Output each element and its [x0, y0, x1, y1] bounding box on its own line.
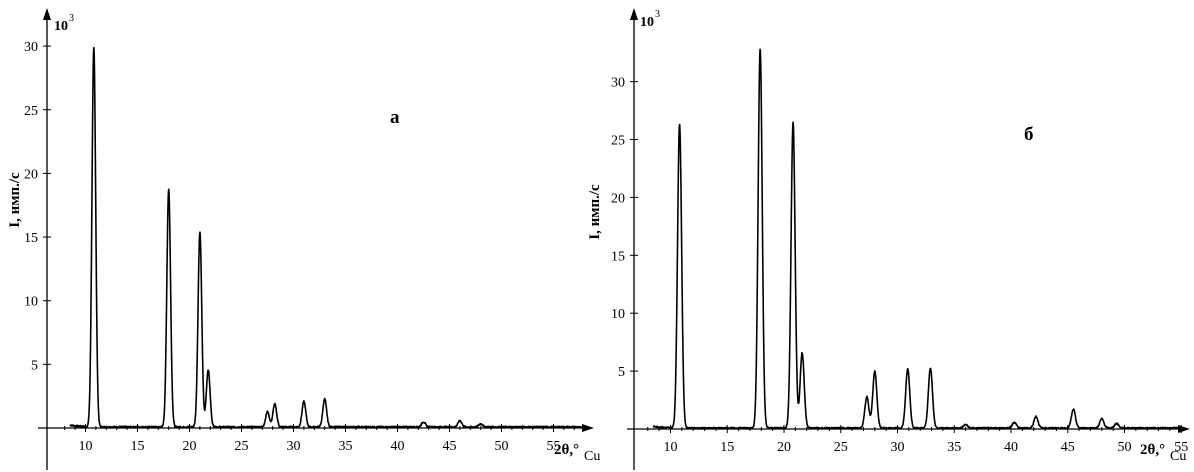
y-axis-arrow [630, 8, 638, 20]
x-tick-label: 35 [339, 439, 353, 454]
x-tick-label: 20 [777, 440, 791, 455]
y-multiplier: 10 [54, 19, 68, 34]
x-tick-label: 25 [834, 440, 848, 455]
y-multiplier-exponent: 3 [69, 13, 74, 24]
y-multiplier-exponent: 3 [655, 9, 660, 20]
y-axis-arrow [43, 8, 51, 20]
x-tick-label: 50 [1118, 440, 1132, 455]
y-tick-label: 20 [24, 167, 38, 182]
y-axis-title: I, имп./с [587, 184, 603, 240]
x-tick-label: 20 [183, 439, 197, 454]
y-tick-label: 10 [611, 307, 625, 322]
x-tick-label: 10 [79, 439, 93, 454]
y-tick-label: 10 [24, 295, 38, 310]
panel-label: б [1024, 124, 1034, 145]
x-tick-label: 40 [391, 439, 405, 454]
x-axis-title: 2θ,° [1140, 442, 1165, 458]
x-tick-label: 10 [664, 440, 678, 455]
y-tick-label: 20 [611, 191, 625, 206]
y-tick-label: 25 [24, 104, 38, 119]
x-tick-label: 30 [287, 439, 301, 454]
y-tick-label: 25 [611, 134, 625, 149]
x-tick-label: 45 [443, 439, 457, 454]
y-multiplier: 10 [640, 15, 654, 30]
x-tick-label: 55 [1174, 440, 1188, 455]
y-tick-label: 15 [24, 231, 38, 246]
panel-label: а [390, 107, 400, 128]
x-axis-title: 2θ,° [554, 442, 579, 458]
y-axis-title: I, имп./с [7, 172, 23, 228]
y-tick-label: 5 [31, 358, 38, 373]
x-tick-label: 55 [547, 439, 561, 454]
x-axis-title-sub: Cu [584, 449, 600, 464]
y-tick-label: 15 [611, 249, 625, 264]
x-tick-label: 15 [720, 440, 734, 455]
diffraction-curve [652, 48, 1183, 430]
x-tick-label: 15 [131, 439, 145, 454]
x-tick-label: 30 [891, 440, 905, 455]
y-tick-label: 5 [618, 365, 625, 380]
x-tick-label: 25 [235, 439, 249, 454]
x-tick-label: 50 [495, 439, 509, 454]
x-axis-title-sub: Cu [1170, 449, 1186, 464]
diffraction-curve [69, 46, 587, 429]
x-tick-label: 45 [1061, 440, 1075, 455]
x-tick-label: 40 [1004, 440, 1018, 455]
x-tick-label: 35 [947, 440, 961, 455]
y-tick-label: 30 [611, 76, 625, 91]
y-tick-label: 30 [24, 40, 38, 55]
